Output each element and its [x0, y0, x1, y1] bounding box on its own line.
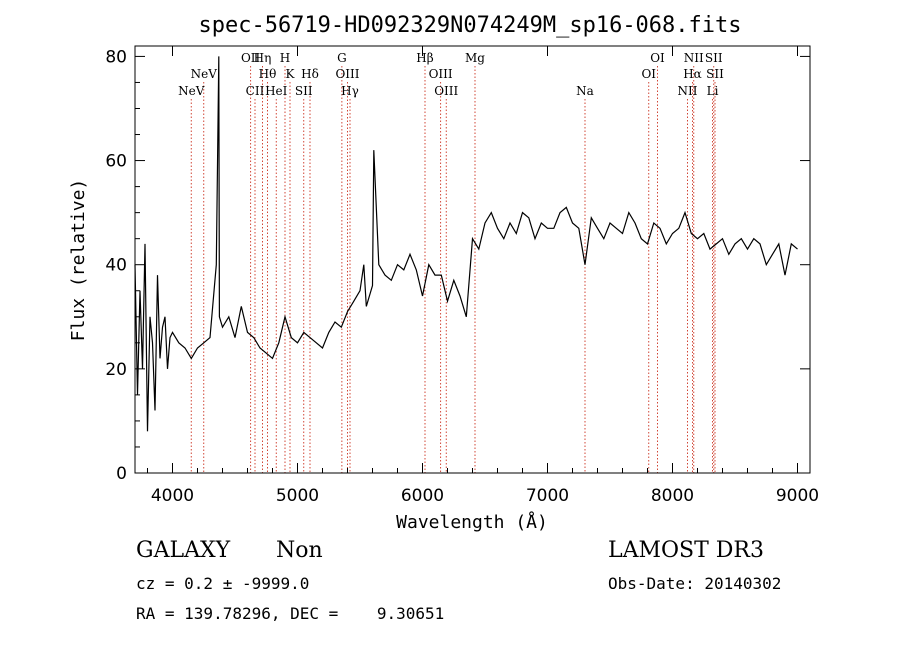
x-tick-label-1: 5000 — [276, 486, 319, 506]
line-label-10: Hδ — [301, 67, 319, 81]
x-axis-label: Wavelength (Å) — [396, 511, 548, 533]
line-label-6: HeI — [265, 84, 288, 98]
observation-date: Obs-Date: 20140302 — [608, 574, 782, 593]
y-tick-label-4: 80 — [105, 47, 127, 67]
line-label-13: Hγ — [341, 84, 359, 98]
y-tick-label-0: 0 — [116, 464, 127, 484]
ra-dec: RA = 139.78296, DEC = 9.30651 — [136, 604, 445, 623]
x-tick-label-5: 9000 — [776, 486, 819, 506]
line-label-1: NeV — [191, 67, 218, 81]
survey-name: LAMOST DR3 — [608, 538, 764, 563]
spectral-line-markers — [190, 66, 716, 473]
line-label-14: Hβ — [416, 51, 433, 65]
line-label-7: H — [280, 51, 290, 65]
line-label-3: CII — [246, 84, 265, 98]
line-label-12: OIII — [335, 67, 359, 81]
x-tick-label-3: 7000 — [526, 486, 569, 506]
line-label-18: Na — [576, 84, 594, 98]
y-axis-ticks: 0 20 40 60 80 — [105, 47, 810, 484]
line-label-20: OI — [650, 51, 665, 65]
line-label-22: Hα — [683, 67, 702, 81]
line-label-24: SII — [705, 51, 723, 65]
redshift-cz: cz = 0.2 ± -9999.0 — [136, 574, 310, 593]
line-label-9: SII — [295, 84, 313, 98]
x-tick-label-4: 8000 — [651, 486, 694, 506]
spectrum-line — [134, 56, 798, 432]
y-tick-label-3: 60 — [105, 152, 127, 172]
line-label-25: SII — [706, 67, 724, 81]
object-subclass: Non — [276, 538, 323, 563]
line-label-21: NII — [678, 84, 698, 98]
y-tick-label-1: 20 — [105, 360, 127, 380]
line-label-17: Mg — [465, 51, 485, 65]
line-label-16: OIII — [434, 84, 458, 98]
line-label-26: Li — [707, 84, 719, 98]
y-axis-label: Flux (relative) — [68, 179, 89, 342]
line-label-2: OII — [241, 51, 261, 65]
line-label-19: OI — [641, 67, 656, 81]
x-axis-ticks: 4000 5000 6000 7000 8000 9000 — [147, 46, 819, 506]
line-label-5: Hθ — [259, 67, 277, 81]
line-label-4: Hη — [254, 51, 272, 65]
line-label-8: K — [286, 67, 296, 81]
object-class: GALAXY — [136, 538, 231, 563]
line-label-0: NeV — [178, 84, 205, 98]
line-label-15: OIII — [429, 67, 453, 81]
y-tick-label-2: 40 — [105, 256, 127, 276]
chart-title: spec-56719-HD092329N074249M_sp16-068.fit… — [198, 13, 741, 38]
plot-frame — [134, 45, 811, 474]
x-tick-label-0: 4000 — [151, 486, 194, 506]
line-label-23: NII — [684, 51, 704, 65]
line-label-11: G — [337, 51, 347, 65]
x-tick-label-2: 6000 — [401, 486, 444, 506]
spectral-line-labels: NeV NeV OII CII Hη Hθ HeI HK SII Hδ G OIII Hγ Hβ OIII O… — [178, 51, 724, 98]
